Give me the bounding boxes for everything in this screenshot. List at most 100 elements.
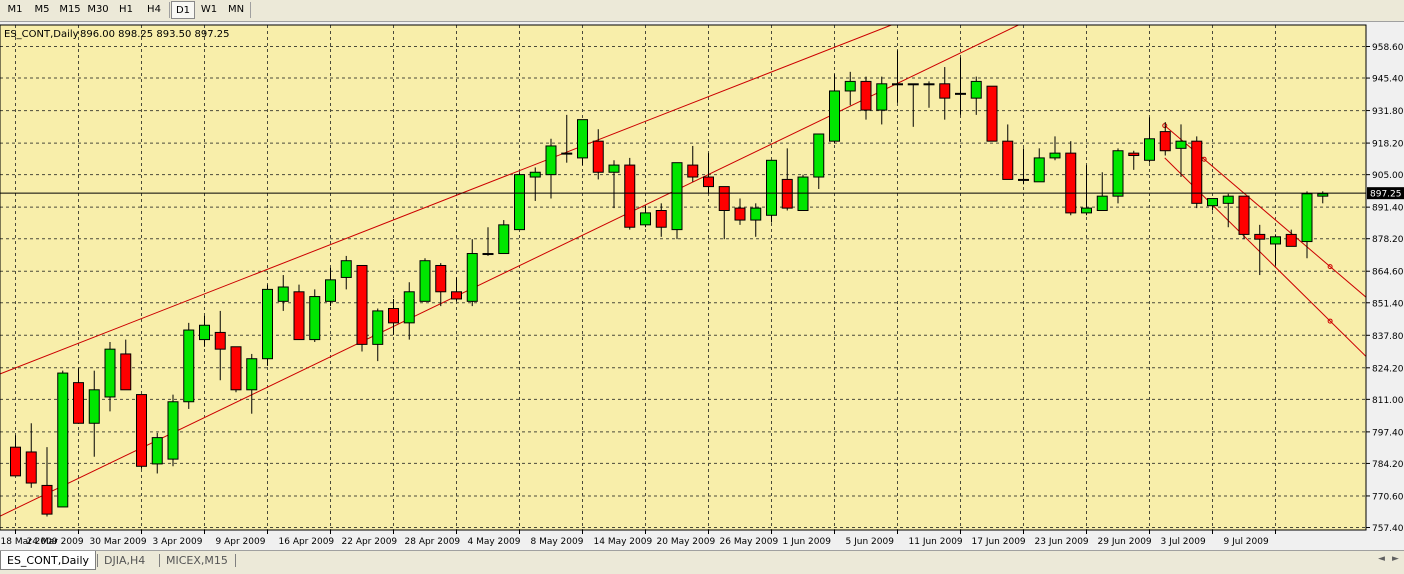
candle <box>1065 141 1077 216</box>
bear-candle-body <box>435 264 447 293</box>
timeframe-mn-button[interactable]: MN <box>227 4 245 15</box>
chart-ohlc-label: 896.00 898.25 893.50 897.25 <box>80 29 230 40</box>
candle <box>1254 224 1266 276</box>
candle <box>781 148 793 211</box>
timeframe-m1-button[interactable]: M1 <box>7 4 23 15</box>
time-tick-label: 24 Mar 2009 <box>27 537 84 547</box>
candle <box>939 67 951 120</box>
candle <box>120 339 132 391</box>
candle <box>57 370 69 508</box>
timeframe-m15-button[interactable]: M15 <box>59 4 81 15</box>
bull-candle-body <box>892 83 903 86</box>
candle <box>451 277 462 302</box>
timeframe-h1-button[interactable]: H1 <box>119 4 133 15</box>
bear-candle-body <box>655 209 667 228</box>
bull-candle-body <box>750 207 762 221</box>
bull-candle-body <box>876 83 888 111</box>
candle <box>403 282 415 340</box>
time-tick-label: 22 Apr 2009 <box>342 537 398 547</box>
candle <box>734 198 746 225</box>
bear-candle-body <box>1238 195 1250 235</box>
price-tick-label: 824.20 <box>1372 364 1404 374</box>
tab-separator <box>235 554 236 567</box>
bull-candle-body <box>466 253 478 302</box>
bull-candle-body <box>640 212 651 226</box>
candle <box>136 394 147 469</box>
candle <box>1144 117 1155 163</box>
candle <box>592 129 604 180</box>
price-tick-label: 811.00 <box>1372 396 1404 406</box>
timeframe-m5-button[interactable]: M5 <box>34 4 50 15</box>
candle <box>797 174 809 211</box>
bull-candle-body <box>1317 193 1329 197</box>
timeframe-toolbar: M1 M5 M15 M30 H1 H4 D1 W1 MN <box>0 0 1404 22</box>
candlestick-chart[interactable]: 958.60 945.40 931.80 918.20 905.00 891.40 878.… <box>0 22 1404 550</box>
plot-background <box>0 25 1366 530</box>
timeframe-m30-button[interactable]: M30 <box>87 4 109 15</box>
price-tick-label: 878.20 <box>1372 235 1404 245</box>
timeframe-d1-button[interactable]: D1 <box>171 1 195 19</box>
bear-candle-body <box>781 178 793 209</box>
candle <box>829 74 840 144</box>
time-tick-label: 3 Jul 2009 <box>1161 537 1206 547</box>
bear-candle-body <box>1065 152 1077 214</box>
bull-candle-body <box>403 291 415 324</box>
candle <box>1207 198 1218 211</box>
chart-tab-djia-h4[interactable]: DJIA,H4 <box>104 554 146 567</box>
candle <box>529 167 541 201</box>
price-tick-label: 891.40 <box>1372 204 1404 214</box>
toolbar-separator <box>250 2 251 18</box>
candle <box>230 346 242 393</box>
bear-candle-body <box>624 164 636 228</box>
trendline-upper-channel[interactable] <box>0 23 897 375</box>
candle <box>372 308 384 362</box>
time-tick-label: 11 Jun 2009 <box>909 537 963 547</box>
bull-candle-body <box>529 171 541 178</box>
bear-candle-body <box>451 291 462 300</box>
bear-candle-body <box>136 394 147 467</box>
bear-candle-body <box>1285 233 1297 247</box>
bull-candle-body <box>577 119 588 159</box>
bear-candle-body <box>734 207 746 221</box>
candle <box>577 119 588 166</box>
bear-candle-body <box>687 164 699 178</box>
chart-tab-bar: ◄ ► ES_CONT,Daily DJIA,H4 MICEX,M15 <box>0 550 1404 574</box>
bull-candle-body <box>1049 152 1061 159</box>
bear-candle-body <box>293 291 305 341</box>
bull-candle-body <box>797 176 809 211</box>
candle <box>419 258 431 302</box>
chart-tab-es-cont-daily[interactable]: ES_CONT,Daily <box>0 551 96 570</box>
candle <box>309 289 321 342</box>
timeframe-w1-button[interactable]: W1 <box>200 4 218 15</box>
scroll-left-icon[interactable]: ◄ <box>1378 554 1385 564</box>
candle <box>1002 124 1014 180</box>
bear-candle-body <box>703 176 714 188</box>
bull-candle-body <box>372 310 384 345</box>
bull-candle-body <box>104 348 116 398</box>
time-tick-label: 20 May 2009 <box>657 537 716 547</box>
bull-candle-body <box>340 260 352 278</box>
bear-candle-body <box>1002 140 1014 180</box>
trendline-anchor-point[interactable] <box>1327 264 1333 270</box>
candle <box>923 81 935 108</box>
candle <box>277 275 289 311</box>
time-tick-label: 26 May 2009 <box>720 537 779 547</box>
candle <box>970 76 982 115</box>
candle <box>671 162 683 240</box>
candle <box>1096 172 1108 211</box>
time-tick-label: 30 Mar 2009 <box>90 537 147 547</box>
candle <box>986 85 998 142</box>
scroll-right-icon[interactable]: ► <box>1392 554 1399 564</box>
candle <box>183 322 195 409</box>
price-tick-label: 905.00 <box>1372 171 1404 181</box>
candle <box>1222 193 1234 228</box>
chart-window[interactable]: 958.60 945.40 931.80 918.20 905.00 891.40 878.… <box>0 22 1404 550</box>
bull-candle-body <box>88 389 100 424</box>
chart-tab-micex-m15[interactable]: MICEX,M15 <box>166 554 228 567</box>
trendline-anchor-point[interactable] <box>1327 318 1333 324</box>
time-tick-label: 9 Jul 2009 <box>1224 537 1269 547</box>
timeframe-h4-button[interactable]: H4 <box>147 4 161 15</box>
time-tick-label: 18 Mar 2009 <box>1 537 58 547</box>
candle <box>876 76 888 125</box>
bull-candle-body <box>325 279 336 302</box>
